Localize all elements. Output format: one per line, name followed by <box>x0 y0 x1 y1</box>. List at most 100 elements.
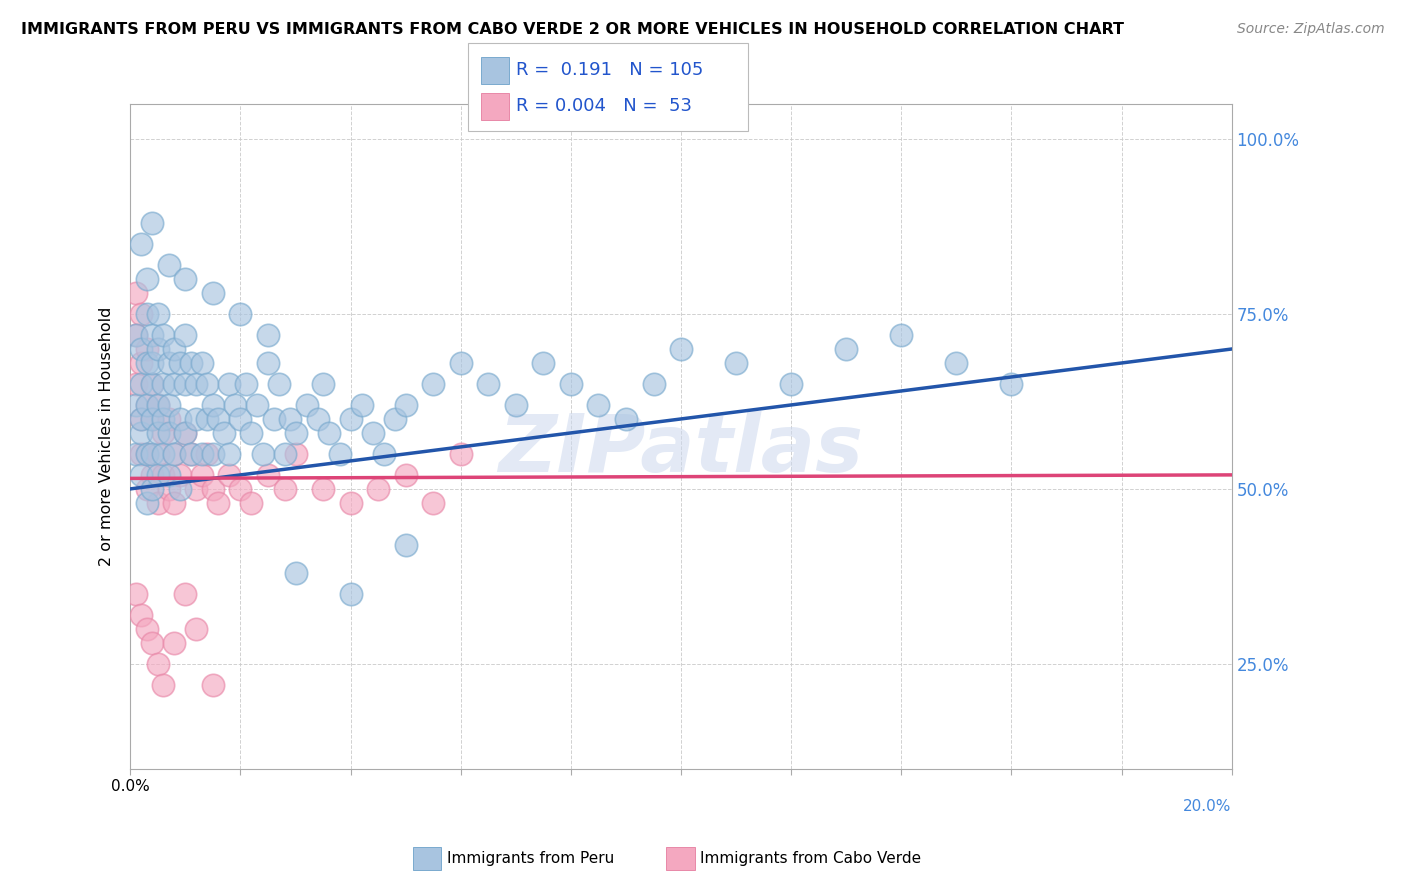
Point <box>125 447 148 461</box>
Point <box>191 467 214 482</box>
Point <box>157 356 180 370</box>
Point <box>229 482 252 496</box>
Point <box>312 376 335 391</box>
Point <box>207 496 229 510</box>
Point <box>135 496 157 510</box>
Point <box>135 482 157 496</box>
Point <box>131 607 153 622</box>
Point <box>131 425 153 440</box>
Point <box>174 376 197 391</box>
Point <box>422 496 444 510</box>
Point <box>125 328 148 343</box>
Point <box>163 636 186 650</box>
Point <box>157 412 180 426</box>
Point <box>780 376 803 391</box>
Point <box>146 398 169 412</box>
Point <box>422 376 444 391</box>
Point <box>186 482 208 496</box>
Point <box>307 412 329 426</box>
Point <box>191 447 214 461</box>
Point <box>395 467 418 482</box>
Point <box>339 587 361 601</box>
Point <box>152 376 174 391</box>
Point <box>135 398 157 412</box>
Point <box>395 398 418 412</box>
Point <box>125 587 148 601</box>
Point <box>174 272 197 286</box>
Point <box>197 412 219 426</box>
Point <box>152 447 174 461</box>
Point <box>146 307 169 321</box>
Point <box>152 425 174 440</box>
Point <box>131 356 153 370</box>
Point <box>1000 376 1022 391</box>
Point <box>125 286 148 301</box>
Point <box>450 356 472 370</box>
Point <box>201 447 224 461</box>
Point <box>131 237 153 252</box>
Text: R = 0.004   N =  53: R = 0.004 N = 53 <box>516 97 692 115</box>
Text: R =  0.191   N = 105: R = 0.191 N = 105 <box>516 62 703 79</box>
Point <box>163 496 186 510</box>
Point <box>212 425 235 440</box>
Point <box>531 356 554 370</box>
Point <box>263 412 285 426</box>
Point <box>197 376 219 391</box>
Point <box>152 328 174 343</box>
Point <box>505 398 527 412</box>
Point <box>588 398 610 412</box>
Point <box>131 342 153 356</box>
Point <box>131 447 153 461</box>
Point <box>157 482 180 496</box>
Point <box>191 356 214 370</box>
Point <box>477 376 499 391</box>
Point <box>163 447 186 461</box>
Text: Immigrants from Peru: Immigrants from Peru <box>447 851 614 865</box>
Point <box>152 678 174 692</box>
Point <box>339 496 361 510</box>
Point <box>169 412 191 426</box>
Point <box>186 412 208 426</box>
Point <box>141 356 163 370</box>
Point <box>146 425 169 440</box>
Point <box>246 398 269 412</box>
Point <box>240 496 263 510</box>
Point <box>201 286 224 301</box>
Point <box>235 376 257 391</box>
Point <box>141 447 163 461</box>
Point <box>257 328 280 343</box>
Point <box>669 342 692 356</box>
Point <box>131 412 153 426</box>
Point <box>180 356 202 370</box>
Point <box>141 412 163 426</box>
Point <box>180 447 202 461</box>
Point <box>135 398 157 412</box>
Point <box>157 467 180 482</box>
Point <box>169 467 191 482</box>
Point <box>614 412 637 426</box>
Point <box>180 447 202 461</box>
Point <box>125 376 148 391</box>
Point <box>229 307 252 321</box>
Point <box>135 307 157 321</box>
Point <box>224 398 246 412</box>
Point <box>174 425 197 440</box>
Point <box>318 425 340 440</box>
Point <box>278 412 301 426</box>
Point <box>163 376 186 391</box>
Point <box>125 328 148 343</box>
Point <box>284 566 307 580</box>
Point <box>257 467 280 482</box>
Point <box>146 496 169 510</box>
Point <box>135 447 157 461</box>
Y-axis label: 2 or more Vehicles in Household: 2 or more Vehicles in Household <box>100 307 114 566</box>
Point <box>218 467 240 482</box>
Point <box>201 482 224 496</box>
Point <box>146 398 169 412</box>
Point <box>174 328 197 343</box>
Point <box>361 425 384 440</box>
Text: ZIPatlas: ZIPatlas <box>499 410 863 489</box>
Point <box>174 587 197 601</box>
Point <box>267 376 290 391</box>
Point <box>218 447 240 461</box>
